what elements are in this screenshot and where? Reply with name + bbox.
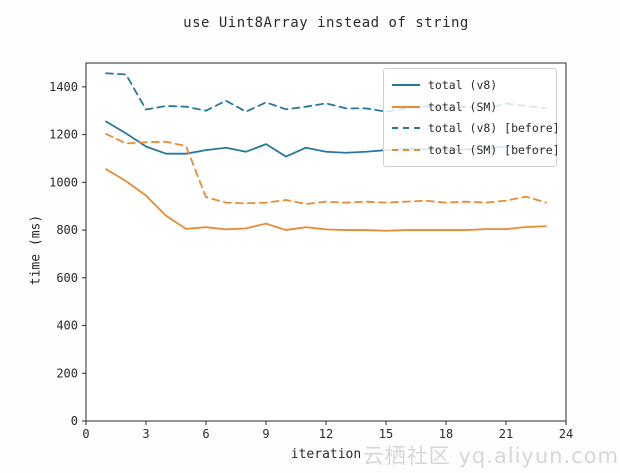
x-tick-label: 21 [499,427,513,441]
legend-item-total-v8-before: total (v8) [before] [392,118,560,138]
y-tick-label: 1400 [49,80,78,94]
x-tick-label: 3 [142,427,149,441]
x-tick-label: 6 [202,427,209,441]
legend-label: total (v8) [before] [428,121,560,136]
y-tick-label: 800 [56,223,78,237]
chart-title: use Uint8Array instead of string [183,15,469,31]
series-line-total-sm- [105,168,547,232]
legend-label: total (v8) [428,77,498,92]
y-tick-label: 1000 [49,175,78,189]
legend-line-solid-orange [392,105,420,108]
y-axis-label: time (ms) [28,214,44,286]
legend-line-solid-blue [392,83,420,86]
x-tick-label: 0 [82,427,89,441]
x-axis-label: iteration [290,447,362,462]
y-tick-label: 200 [56,366,78,380]
x-tick-label: 12 [319,427,333,441]
legend-label: total (SM) [428,99,498,114]
y-tick-label: 600 [56,271,78,285]
legend-line-dashed-blue [392,127,420,130]
x-tick-label: 24 [559,427,573,441]
watermark: 云栖社区 yq.aliyun.com [362,444,619,468]
x-tick-label: 9 [262,427,269,441]
legend-label: total (SM) [before] [428,143,560,158]
series-line-total-sm-before- [105,132,547,205]
x-tick-label: 15 [379,427,393,441]
legend-line-dashed-orange [392,149,420,152]
y-tick-label: 400 [56,319,78,333]
legend-item-total-sm: total (SM) [392,97,548,117]
legend-item-total-sm-before: total (SM) [before] [392,140,560,160]
legend-item-total-v8: total (v8) [392,75,548,95]
y-tick-label: 0 [71,414,78,428]
y-tick-label: 1200 [49,128,78,142]
x-tick-label: 18 [439,427,453,441]
legend: total (v8) total (SM) total (v8) [before… [383,68,560,167]
